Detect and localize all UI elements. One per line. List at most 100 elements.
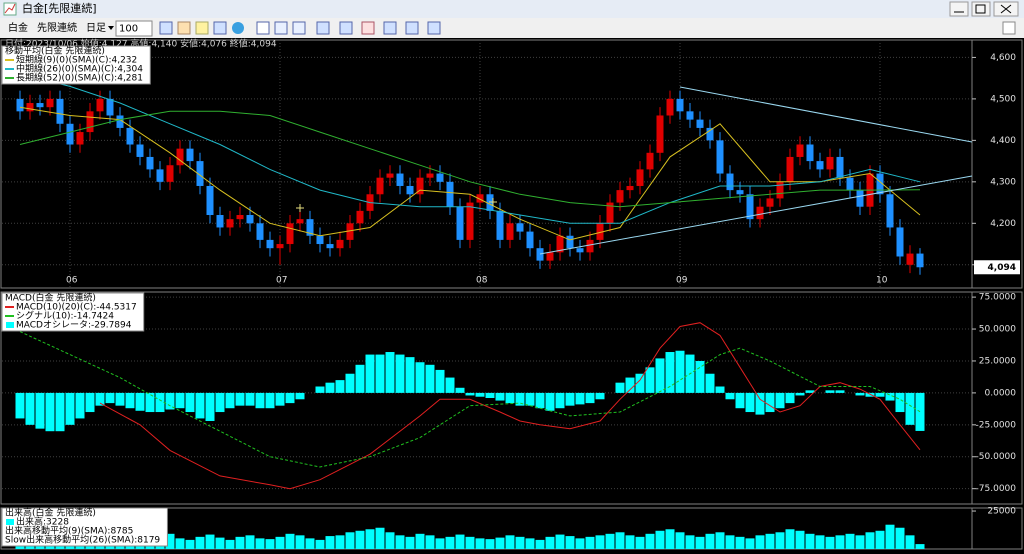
- candle-body: [246, 215, 254, 224]
- volume-bar: [845, 533, 855, 549]
- trend-line: [679, 86, 973, 143]
- oscillator-bar: [875, 392, 885, 397]
- close-glyph: [1000, 4, 1012, 14]
- search-icon[interactable]: [1002, 21, 1016, 35]
- oscillator-bar: [585, 392, 595, 404]
- y-tick-label: -25.0000: [976, 420, 1017, 430]
- tool-icon[interactable]: [159, 21, 173, 35]
- tool-icon[interactable]: [232, 22, 244, 34]
- tool-icon[interactable]: [177, 21, 191, 35]
- toolbar-icons[interactable]: [159, 21, 1016, 35]
- candle-body: [286, 223, 294, 245]
- tool-icon[interactable]: [274, 21, 288, 35]
- legend-title: 移動平均(白金 先限連続): [5, 45, 105, 57]
- oscillator-bar: [615, 382, 625, 393]
- y-tick-label: 4,300: [990, 177, 1016, 187]
- candle-body: [316, 235, 324, 245]
- tool-icon[interactable]: [427, 21, 441, 35]
- oscillator-bar: [265, 392, 275, 409]
- maximize-button[interactable]: [971, 1, 991, 17]
- candle-body: [236, 215, 244, 220]
- oscillator-bar: [45, 392, 55, 432]
- volume-bar: [805, 533, 815, 549]
- volume-bar: [275, 536, 285, 549]
- y-tick-label: 25000: [987, 507, 1016, 517]
- oscillator-bar: [495, 392, 505, 401]
- chart-area: [0, 38, 1024, 554]
- candle-body: [806, 144, 814, 162]
- tool-icon[interactable]: [339, 21, 353, 35]
- tool-icon[interactable]: [292, 21, 306, 35]
- candle-body: [906, 253, 914, 265]
- oscillator-bar: [185, 392, 195, 413]
- oscillator-bar: [725, 392, 735, 400]
- symbol-menu[interactable]: 白金: [8, 21, 28, 34]
- y-tick-label: 4,200: [990, 219, 1016, 229]
- legend-background: [1, 507, 168, 547]
- candle-body: [786, 156, 794, 182]
- tool-icon[interactable]: [316, 21, 330, 35]
- candle-body: [136, 144, 144, 157]
- volume-bar: [455, 534, 465, 549]
- tool-icon[interactable]: [405, 21, 419, 35]
- volume-bar: [525, 538, 535, 549]
- oscillator-bar: [825, 390, 835, 393]
- candle-body: [396, 173, 404, 186]
- candle-body: [716, 140, 724, 174]
- oscillator-bar: [655, 358, 665, 393]
- oscillator-bar: [415, 362, 425, 393]
- candle-body: [596, 223, 604, 240]
- oscillator-bar: [765, 392, 775, 413]
- tool-icon[interactable]: [361, 21, 375, 35]
- volume-bar: [515, 536, 525, 549]
- volume-bar: [325, 536, 335, 549]
- candle-body: [626, 185, 634, 191]
- candle-body: [636, 169, 644, 186]
- volume-bar: [395, 535, 405, 549]
- x-tick-label: 10: [876, 276, 888, 286]
- volume-bar: [205, 534, 215, 549]
- candle-body: [106, 98, 114, 116]
- candle-body: [86, 111, 94, 133]
- oscillator-bar: [295, 392, 305, 400]
- oscillator-bar: [775, 392, 785, 409]
- period-dropdown-arrow[interactable]: [108, 26, 114, 30]
- oscillator-bar: [385, 352, 395, 393]
- y-tick-label: 4,500: [990, 94, 1016, 104]
- window-title: 白金[先限連続]: [22, 1, 97, 15]
- volume-bar: [195, 536, 205, 549]
- candle-body: [276, 244, 284, 249]
- legend-entry: 中期線(26)(0)(SMA)(C):4,304: [16, 63, 143, 75]
- oscillator-bar: [75, 392, 85, 419]
- volume-bar: [835, 535, 845, 549]
- oscillator-bar: [755, 392, 765, 415]
- volume-bar: [575, 538, 585, 549]
- volume-bar: [615, 532, 625, 549]
- oscillator-bar: [895, 392, 905, 413]
- minimize-button[interactable]: [949, 1, 969, 17]
- tool-icon[interactable]: [383, 21, 397, 35]
- candle-body: [216, 215, 224, 228]
- tool-icon[interactable]: [213, 21, 227, 35]
- volume-bar: [675, 532, 685, 549]
- volume-bar: [685, 535, 695, 549]
- period-menu[interactable]: 日足: [86, 22, 106, 34]
- volume-bar: [665, 529, 675, 549]
- legend-entry: Slow出来高移動平均(26)(SMA):8179: [5, 534, 160, 546]
- tool-icon[interactable]: [256, 21, 270, 35]
- oscillator-bar: [95, 392, 105, 406]
- window-buttons[interactable]: [949, 1, 1019, 17]
- legend-entry: MACD(10)(20)(C):-44.5317: [16, 303, 137, 313]
- volume-bar: [825, 536, 835, 549]
- contract-menu[interactable]: 先限連続: [37, 21, 77, 34]
- tool-icon[interactable]: [195, 21, 209, 35]
- volume-bar: [425, 535, 435, 549]
- volume-bar: [565, 536, 575, 549]
- candle-body: [536, 248, 544, 261]
- candle-body: [586, 239, 594, 253]
- count-input[interactable]: [115, 20, 153, 37]
- candle-body: [386, 173, 394, 178]
- oscillator-bar: [555, 392, 565, 409]
- candle-body: [26, 103, 34, 112]
